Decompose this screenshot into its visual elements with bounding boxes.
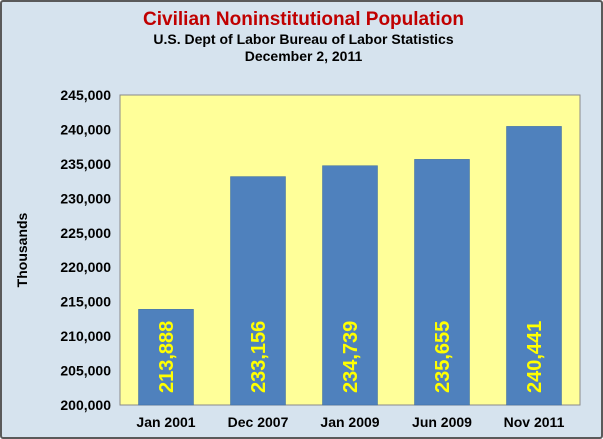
- y-tick-label: 235,000: [60, 156, 111, 172]
- bar-value-label: 235,655: [432, 321, 454, 393]
- x-tick-label: Dec 2007: [228, 414, 289, 430]
- title-block: Civilian Noninstitutional Population U.S…: [2, 8, 603, 65]
- y-tick-label: 205,000: [60, 363, 111, 379]
- chart-subtitle-agency: U.S. Dept of Labor Bureau of Labor Stati…: [153, 31, 454, 47]
- bar-value-label: 240,441: [524, 321, 546, 393]
- bars: 213,888 233,156 234,739 235,655 240,441: [138, 126, 562, 406]
- chart-title: Civilian Noninstitutional Population: [143, 9, 464, 30]
- bar: [138, 309, 194, 406]
- y-tick-label: 230,000: [60, 190, 111, 206]
- x-tick-label: Nov 2011: [504, 414, 565, 430]
- x-tick-label: Jun 2009: [412, 414, 472, 430]
- bar: [230, 176, 286, 406]
- y-axis: 200,000 205,000 210,000 215,000 220,000 225,0…: [60, 87, 111, 413]
- bar: [506, 126, 562, 406]
- y-tick-label: 210,000: [60, 328, 111, 344]
- y-tick-label: 220,000: [60, 259, 111, 275]
- y-tick-label: 200,000: [60, 397, 111, 413]
- x-tick-label: Jan 2009: [320, 414, 379, 430]
- y-tick-label: 215,000: [60, 294, 111, 310]
- chart-subtitle-date: December 2, 2011: [244, 48, 363, 64]
- x-tick-label: Jan 2001: [136, 414, 195, 430]
- y-tick-label: 240,000: [60, 121, 111, 137]
- bar-value-label: 233,156: [248, 321, 270, 393]
- y-tick-label: 225,000: [60, 225, 111, 241]
- bar-value-label: 234,739: [340, 321, 362, 393]
- bar: [322, 165, 378, 406]
- bar-value-label: 213,888: [156, 321, 178, 393]
- y-tick-label: 245,000: [60, 87, 111, 103]
- y-axis-title: Thousands: [14, 212, 30, 287]
- x-axis: Jan 2001 Dec 2007 Jan 2009 Jun 2009 Nov 2011: [136, 414, 564, 430]
- bar: [414, 159, 470, 406]
